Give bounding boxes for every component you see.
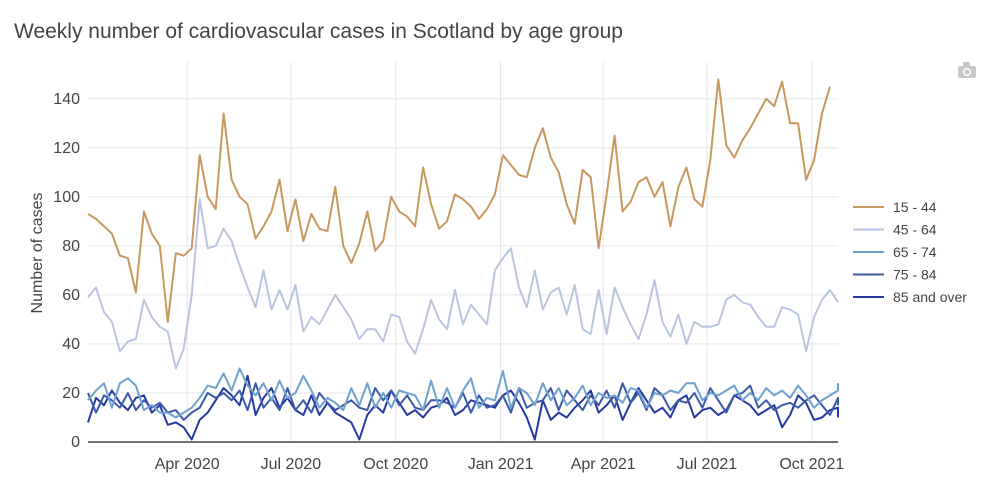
- legend-label: 15 - 44: [893, 199, 937, 215]
- y-tick-label: 40: [62, 336, 80, 353]
- y-tick-label: 140: [53, 91, 80, 108]
- legend-item[interactable]: 15 - 44: [853, 199, 937, 215]
- legend-label: 65 - 74: [893, 244, 937, 260]
- y-axis-title: Number of cases: [29, 193, 46, 314]
- y-tick-label: 20: [62, 385, 80, 402]
- series-line-15-44: [87, 78, 831, 323]
- series-line-65-74: [87, 367, 839, 419]
- legend-label: 75 - 84: [893, 267, 937, 283]
- y-tick-label: 80: [62, 238, 80, 255]
- chart-title: Weekly number of cardiovascular cases in…: [14, 20, 623, 43]
- y-tick-label: 120: [53, 140, 80, 157]
- legend-item[interactable]: 75 - 84: [853, 267, 937, 283]
- camera-icon[interactable]: [958, 62, 976, 78]
- x-tick-label: Apr 2020: [155, 456, 220, 473]
- y-tick-label: 0: [71, 434, 80, 451]
- series-line-75-84: [87, 382, 839, 421]
- x-tick-label: Jul 2020: [261, 456, 322, 473]
- x-tick-label: Oct 2021: [779, 456, 844, 473]
- legend-label: 45 - 64: [893, 222, 937, 238]
- x-tick-label: Jan 2021: [468, 456, 534, 473]
- legend-item[interactable]: 85 and over: [853, 289, 967, 305]
- x-tick-label: Apr 2021: [571, 456, 636, 473]
- x-tick-label: Oct 2020: [363, 456, 428, 473]
- legend-item[interactable]: 45 - 64: [853, 222, 937, 238]
- y-tick-label: 100: [53, 189, 80, 206]
- y-tick-label: 60: [62, 287, 80, 304]
- x-tick-label: Jul 2021: [677, 456, 738, 473]
- series-line-45-64: [87, 198, 839, 370]
- legend-item[interactable]: 65 - 74: [853, 244, 937, 260]
- legend-label: 85 and over: [893, 289, 967, 305]
